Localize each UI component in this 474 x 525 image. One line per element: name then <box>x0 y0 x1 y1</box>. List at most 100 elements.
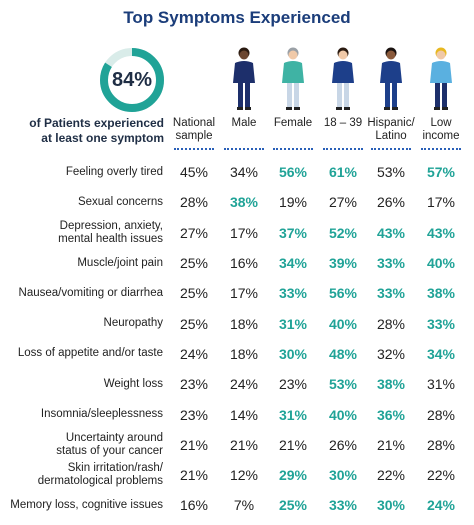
subtitle: of Patients experienced at least one sym… <box>24 116 164 146</box>
value-cell: 24% <box>426 497 456 514</box>
subtitle-line-2: at least one symptom <box>41 131 164 145</box>
column-header-line-1: Hispanic/ <box>367 117 415 129</box>
row-label-line-1: Memory loss, cognitive issues <box>10 498 163 511</box>
value-cell: 21% <box>179 436 209 453</box>
column-header-line-1: 18 – 39 <box>323 117 363 129</box>
row-label: Feeling overly tired <box>0 157 163 187</box>
value-cell: 23% <box>278 376 308 393</box>
value-cell: 28% <box>376 315 406 332</box>
value-cell: 25% <box>278 497 308 514</box>
column-header: National sample <box>164 117 224 143</box>
value-cell: 40% <box>426 255 456 272</box>
value-cell: 27% <box>179 224 209 241</box>
value-cell: 56% <box>278 164 308 181</box>
value-cell: 53% <box>328 376 358 393</box>
column-divider-dots <box>323 148 363 150</box>
row-label: Skin irritation/rash/dermatological prob… <box>0 460 163 490</box>
row-label-line-1: Loss of appetite and/or taste <box>17 347 163 360</box>
value-cell: 25% <box>179 315 209 332</box>
value-cell: 31% <box>278 315 308 332</box>
value-cell: 27% <box>328 194 358 211</box>
row-label-line-1: Feeling overly tired <box>65 165 163 178</box>
row-label-line-1: Depression, anxiety, <box>59 219 163 232</box>
value-cell: 40% <box>328 315 358 332</box>
row-label: Memory loss, cognitive issues <box>0 490 163 520</box>
column-header: Hispanic/Latino <box>361 117 421 143</box>
row-label: Neuropathy <box>0 309 163 339</box>
column-header: Low income <box>411 117 471 143</box>
donut-percent: 84% <box>111 68 153 91</box>
value-cell: 38% <box>376 376 406 393</box>
row-label-line-1: Neuropathy <box>103 317 163 330</box>
donut-arc <box>100 48 164 112</box>
value-cell: 33% <box>376 255 406 272</box>
row-label: Insomnia/sleeplessness <box>0 399 163 429</box>
value-cell: 30% <box>376 497 406 514</box>
value-cell: 21% <box>229 436 259 453</box>
value-cell: 28% <box>426 406 456 423</box>
row-label: Weight loss <box>0 369 163 399</box>
value-cell: 33% <box>376 285 406 302</box>
value-cell: 23% <box>179 406 209 423</box>
value-cell: 21% <box>376 436 406 453</box>
value-cell: 29% <box>278 467 308 484</box>
hispanic-figure-icon <box>380 47 402 110</box>
row-label-line-1: Muscle/joint pain <box>77 256 163 269</box>
young-adult-figure-icon <box>332 47 354 110</box>
donut-ring <box>100 48 164 112</box>
value-cell: 53% <box>376 164 406 181</box>
value-cell: 40% <box>328 406 358 423</box>
row-label: Loss of appetite and/or taste <box>0 339 163 369</box>
value-cell: 24% <box>229 376 259 393</box>
value-cell: 17% <box>426 194 456 211</box>
row-label: Muscle/joint pain <box>0 248 163 278</box>
row-label-line-2: dermatological problems <box>37 475 163 488</box>
value-cell: 34% <box>426 345 456 362</box>
value-cell: 22% <box>426 467 456 484</box>
value-cell: 32% <box>376 345 406 362</box>
value-cell: 26% <box>328 436 358 453</box>
column-divider-dots <box>421 148 461 150</box>
column-header-line-1: National <box>172 117 216 129</box>
value-cell: 24% <box>179 345 209 362</box>
row-label-line-2: mental health issues <box>58 232 163 245</box>
row-label-line-1: Skin irritation/rash/ <box>67 462 163 475</box>
value-cell: 31% <box>426 376 456 393</box>
value-cell: 43% <box>376 224 406 241</box>
value-cell: 16% <box>179 497 209 514</box>
column-header-line-1: Low <box>430 117 452 129</box>
value-cell: 28% <box>426 436 456 453</box>
column-header-line-2: income <box>422 130 460 142</box>
value-cell: 30% <box>328 467 358 484</box>
column-divider-dots <box>174 148 214 150</box>
subtitle-line-1: of Patients experienced <box>29 116 164 130</box>
value-cell: 38% <box>229 194 259 211</box>
value-cell: 38% <box>426 285 456 302</box>
column-header: Male <box>214 117 274 130</box>
value-cell: 25% <box>179 285 209 302</box>
column-divider-dots <box>273 148 313 150</box>
row-label: Nausea/vomiting or diarrhea <box>0 278 163 308</box>
value-cell: 33% <box>328 497 358 514</box>
value-cell: 33% <box>426 315 456 332</box>
value-cell: 26% <box>376 194 406 211</box>
column-header-line-1: Male <box>231 117 257 129</box>
column-header: Female <box>263 117 323 130</box>
value-cell: 33% <box>278 285 308 302</box>
value-cell: 12% <box>229 467 259 484</box>
low-income-figure-icon <box>430 47 452 110</box>
value-cell: 21% <box>179 467 209 484</box>
value-cell: 16% <box>229 255 259 272</box>
value-cell: 34% <box>229 164 259 181</box>
row-label-line-1: Insomnia/sleeplessness <box>40 408 163 421</box>
value-cell: 39% <box>328 255 358 272</box>
value-cell: 45% <box>179 164 209 181</box>
value-cell: 36% <box>376 406 406 423</box>
column-header-line-2: sample <box>175 130 213 142</box>
row-label-line-1: Uncertainty around <box>65 431 163 444</box>
column-divider-dots <box>224 148 264 150</box>
value-cell: 18% <box>229 315 259 332</box>
row-label: Depression, anxiety, mental health issues <box>0 218 163 248</box>
value-cell: 37% <box>278 224 308 241</box>
man-figure-icon <box>233 47 255 110</box>
